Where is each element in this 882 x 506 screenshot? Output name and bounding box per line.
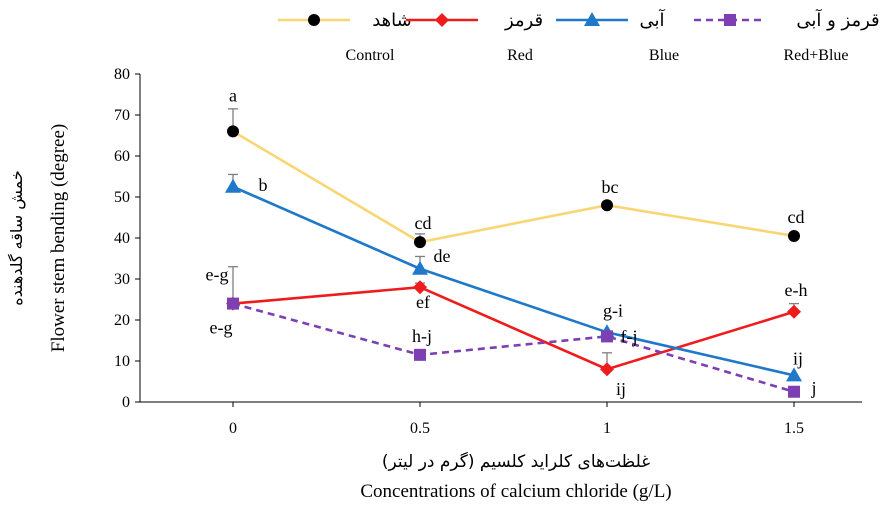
y-axis-label-en: Flower stem bending (degree): [48, 124, 69, 352]
legend-marker: [435, 13, 449, 27]
y-tick-label: 70: [114, 107, 130, 124]
data-point-marker: [413, 280, 427, 295]
legend-label-en: Blue: [649, 47, 679, 64]
data-label: e-g: [210, 318, 233, 338]
series-line-red: [232, 285, 795, 371]
data-point-marker: [601, 330, 613, 343]
legend-label-en: Red: [507, 47, 533, 64]
x-tick-label: 1: [603, 420, 611, 437]
data-point-marker: [414, 236, 426, 249]
y-tick-label: 80: [114, 66, 130, 83]
legend-marker: [584, 12, 600, 26]
legend-label-fa: آبی: [639, 8, 665, 31]
y-tick-label: 10: [114, 353, 130, 370]
y-axis-label-fa: خمش ساقه گلدهنده: [7, 170, 27, 306]
data-label: de: [434, 246, 451, 266]
data-point-marker: [227, 125, 239, 138]
data-point-marker: [412, 260, 428, 275]
data-label: h-j: [412, 326, 432, 346]
series-line-control: [232, 130, 795, 244]
data-label: ij: [616, 379, 626, 399]
legend-label-fa: قرمز و آبی: [796, 8, 879, 31]
data-point-marker: [227, 297, 239, 310]
data-label: a: [229, 85, 237, 105]
data-label: f-j: [621, 326, 638, 346]
data-label: e-h: [785, 280, 808, 300]
data-label: ij: [793, 348, 803, 368]
x-tick-label: 0.5: [410, 420, 430, 437]
legend-marker: [308, 14, 320, 26]
y-tick-label: 50: [114, 189, 130, 206]
y-tick-label: 0: [122, 394, 130, 411]
data-label: e-g: [206, 265, 229, 285]
y-tick-label: 20: [114, 312, 130, 329]
y-tick-label: 60: [114, 148, 130, 165]
y-tick-label: 30: [114, 271, 130, 288]
data-point-marker: [600, 362, 614, 377]
data-label: j: [810, 378, 816, 398]
series-line-red-blue: [232, 302, 795, 393]
data-point-marker: [788, 385, 800, 398]
data-point-marker: [601, 199, 613, 212]
legend-label-fa: قرمز: [504, 10, 543, 31]
data-point-marker: [787, 304, 801, 319]
legend-label-en: Red+Blue: [783, 47, 848, 64]
data-label: cd: [788, 207, 805, 227]
data-label: bc: [602, 177, 619, 197]
y-tick-label: 40: [114, 230, 130, 247]
x-tick-label: 0: [229, 420, 237, 437]
data-label: b: [259, 175, 268, 195]
legend-label-fa: شاهد: [372, 10, 412, 31]
legend-marker: [724, 14, 736, 26]
data-label: ef: [416, 292, 430, 312]
data-point-marker: [786, 367, 802, 382]
data-point-marker: [788, 229, 800, 242]
x-axis-label-en: Concentrations of calcium chloride (g/L): [360, 481, 671, 502]
x-axis-label-fa: غلظت‌های کلراید کلسیم (گرم در لیتر): [382, 451, 650, 472]
x-tick-label: 1.5: [784, 420, 804, 437]
legend-label-en: Control: [346, 47, 395, 64]
data-label: g-i: [603, 300, 623, 320]
series-line-blue: [232, 185, 795, 377]
data-label: cd: [415, 213, 432, 233]
data-point-marker: [414, 348, 426, 361]
data-point-marker: [225, 178, 241, 193]
